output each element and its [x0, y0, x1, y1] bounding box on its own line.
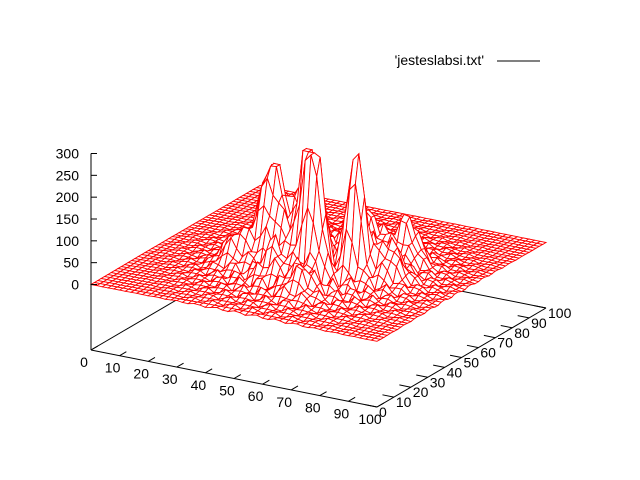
y-tick	[500, 325, 513, 329]
y-tick-label: 100	[548, 305, 572, 321]
y-tick-label: 80	[514, 325, 530, 341]
x-tick	[90, 345, 99, 351]
z-tick-label: 250	[56, 167, 80, 183]
y-tick	[382, 394, 394, 398]
legend: 'jesteslabsi.txt'	[395, 52, 540, 68]
y-tick	[534, 305, 547, 309]
x-tick-label: 90	[334, 405, 350, 421]
x-tick	[119, 351, 127, 357]
y-tick-label: 30	[430, 374, 446, 390]
x-tick-label: 70	[276, 394, 292, 410]
x-tick-label: 80	[305, 400, 321, 416]
z-tick-label: 200	[56, 189, 80, 205]
y-tick-label: 90	[531, 315, 547, 331]
x-tick	[147, 357, 156, 362]
x-tick	[376, 402, 385, 408]
x-tick	[176, 362, 184, 368]
y-tick	[483, 334, 496, 339]
y-tick	[416, 374, 428, 378]
y-tick-label: 10	[396, 394, 412, 410]
x-tick-label: 10	[105, 360, 121, 376]
x-tick	[319, 391, 327, 397]
y-tick	[517, 315, 530, 319]
x-tick-label: 30	[162, 371, 178, 387]
y-tick-label: 40	[447, 364, 463, 380]
surface-cell	[370, 337, 382, 342]
y-tick	[399, 384, 411, 388]
y-tick-label: 20	[413, 384, 429, 400]
x-tick	[233, 374, 242, 379]
y-tick	[449, 354, 462, 358]
z-tick-label: 100	[56, 233, 80, 249]
x-tick	[262, 379, 270, 385]
z-tick-label: 0	[71, 277, 79, 293]
y-tick	[365, 404, 378, 408]
x-tick-label: 40	[191, 377, 207, 393]
x-tick	[348, 396, 356, 402]
z-tick-label: 300	[56, 146, 80, 162]
y-tick-label: 60	[480, 345, 496, 361]
y-tick-label: 0	[379, 404, 387, 420]
x-tick-label: 20	[133, 365, 149, 381]
legend-label: 'jesteslabsi.txt'	[395, 52, 484, 68]
x-tick	[290, 385, 299, 391]
z-tick-label: 150	[56, 211, 80, 227]
y-tick-label: 70	[497, 335, 513, 351]
z-tick-label: 50	[63, 255, 79, 271]
surface-mesh	[89, 147, 548, 342]
x-tick-label: 100	[358, 411, 382, 427]
x-tick-label: 0	[80, 354, 88, 370]
x-tick-label: 60	[248, 388, 264, 404]
y-tick-label: 50	[464, 355, 480, 371]
x-tick-label: 50	[219, 383, 235, 399]
x-tick	[205, 368, 213, 374]
y-tick	[466, 344, 479, 349]
y-tick	[433, 364, 445, 368]
